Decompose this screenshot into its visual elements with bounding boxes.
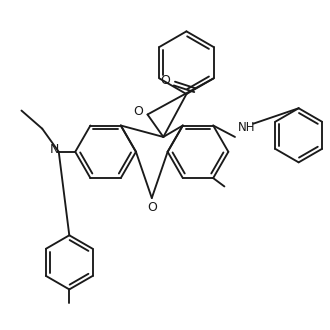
Text: O: O — [160, 74, 170, 86]
Text: O: O — [148, 201, 157, 214]
Text: O: O — [133, 105, 143, 118]
Text: NH: NH — [238, 121, 255, 134]
Text: N: N — [50, 143, 59, 156]
